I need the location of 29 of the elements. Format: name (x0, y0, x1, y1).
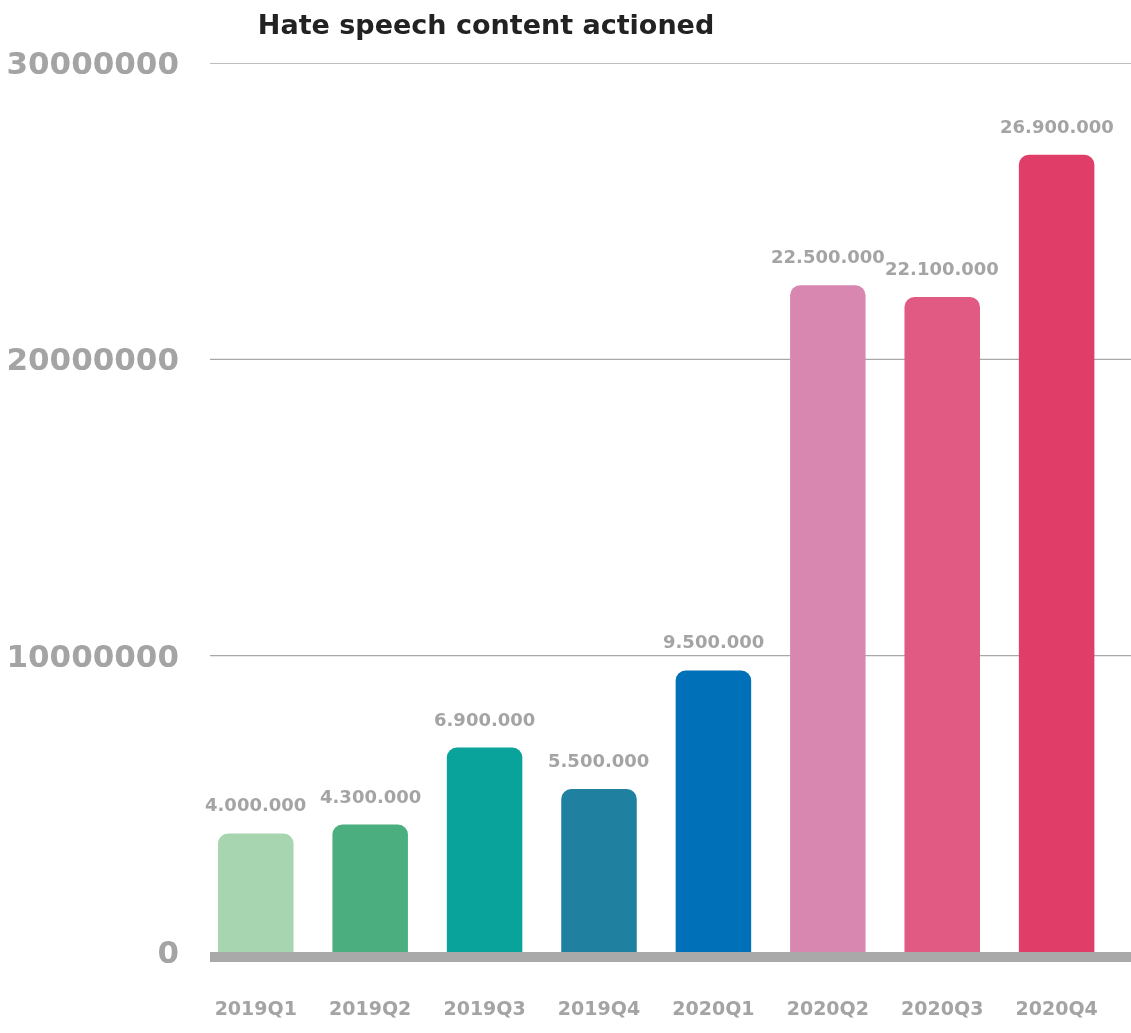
x-tick-label: 2019Q4 (557, 996, 641, 1019)
x-tick-label: 2019Q3 (443, 996, 526, 1019)
bar (675, 670, 752, 952)
bar (1018, 154, 1095, 952)
data-label: 26.900.000 (1000, 116, 1114, 137)
data-label: 4.300.000 (320, 786, 422, 807)
x-tick-label: 2019Q2 (329, 996, 412, 1019)
data-label: 22.100.000 (885, 258, 999, 279)
x-tick-label: 2020Q3 (901, 996, 984, 1019)
y-tick-label: 0 (157, 933, 179, 970)
chart-title: Hate speech content actioned (257, 9, 715, 41)
x-tick-label: 2020Q2 (786, 996, 869, 1019)
data-label: 4.000.000 (205, 794, 307, 815)
data-label: 5.500.000 (548, 750, 650, 771)
bar (904, 297, 980, 952)
data-label: 6.900.000 (434, 709, 536, 730)
bar (790, 285, 866, 952)
data-label: 9.500.000 (663, 631, 765, 652)
bar (561, 789, 637, 952)
bar (218, 833, 294, 952)
x-tick-label: 2020Q4 (1015, 996, 1098, 1019)
bar (446, 747, 523, 952)
x-tick-label: 2019Q1 (214, 996, 297, 1019)
y-tick-label: 30000000 (6, 44, 179, 81)
y-tick-label: 20000000 (6, 341, 179, 378)
x-tick-label: 2020Q1 (672, 996, 755, 1019)
data-label: 22.500.000 (771, 246, 885, 267)
y-tick-label: 10000000 (6, 637, 179, 674)
bar (332, 824, 408, 952)
